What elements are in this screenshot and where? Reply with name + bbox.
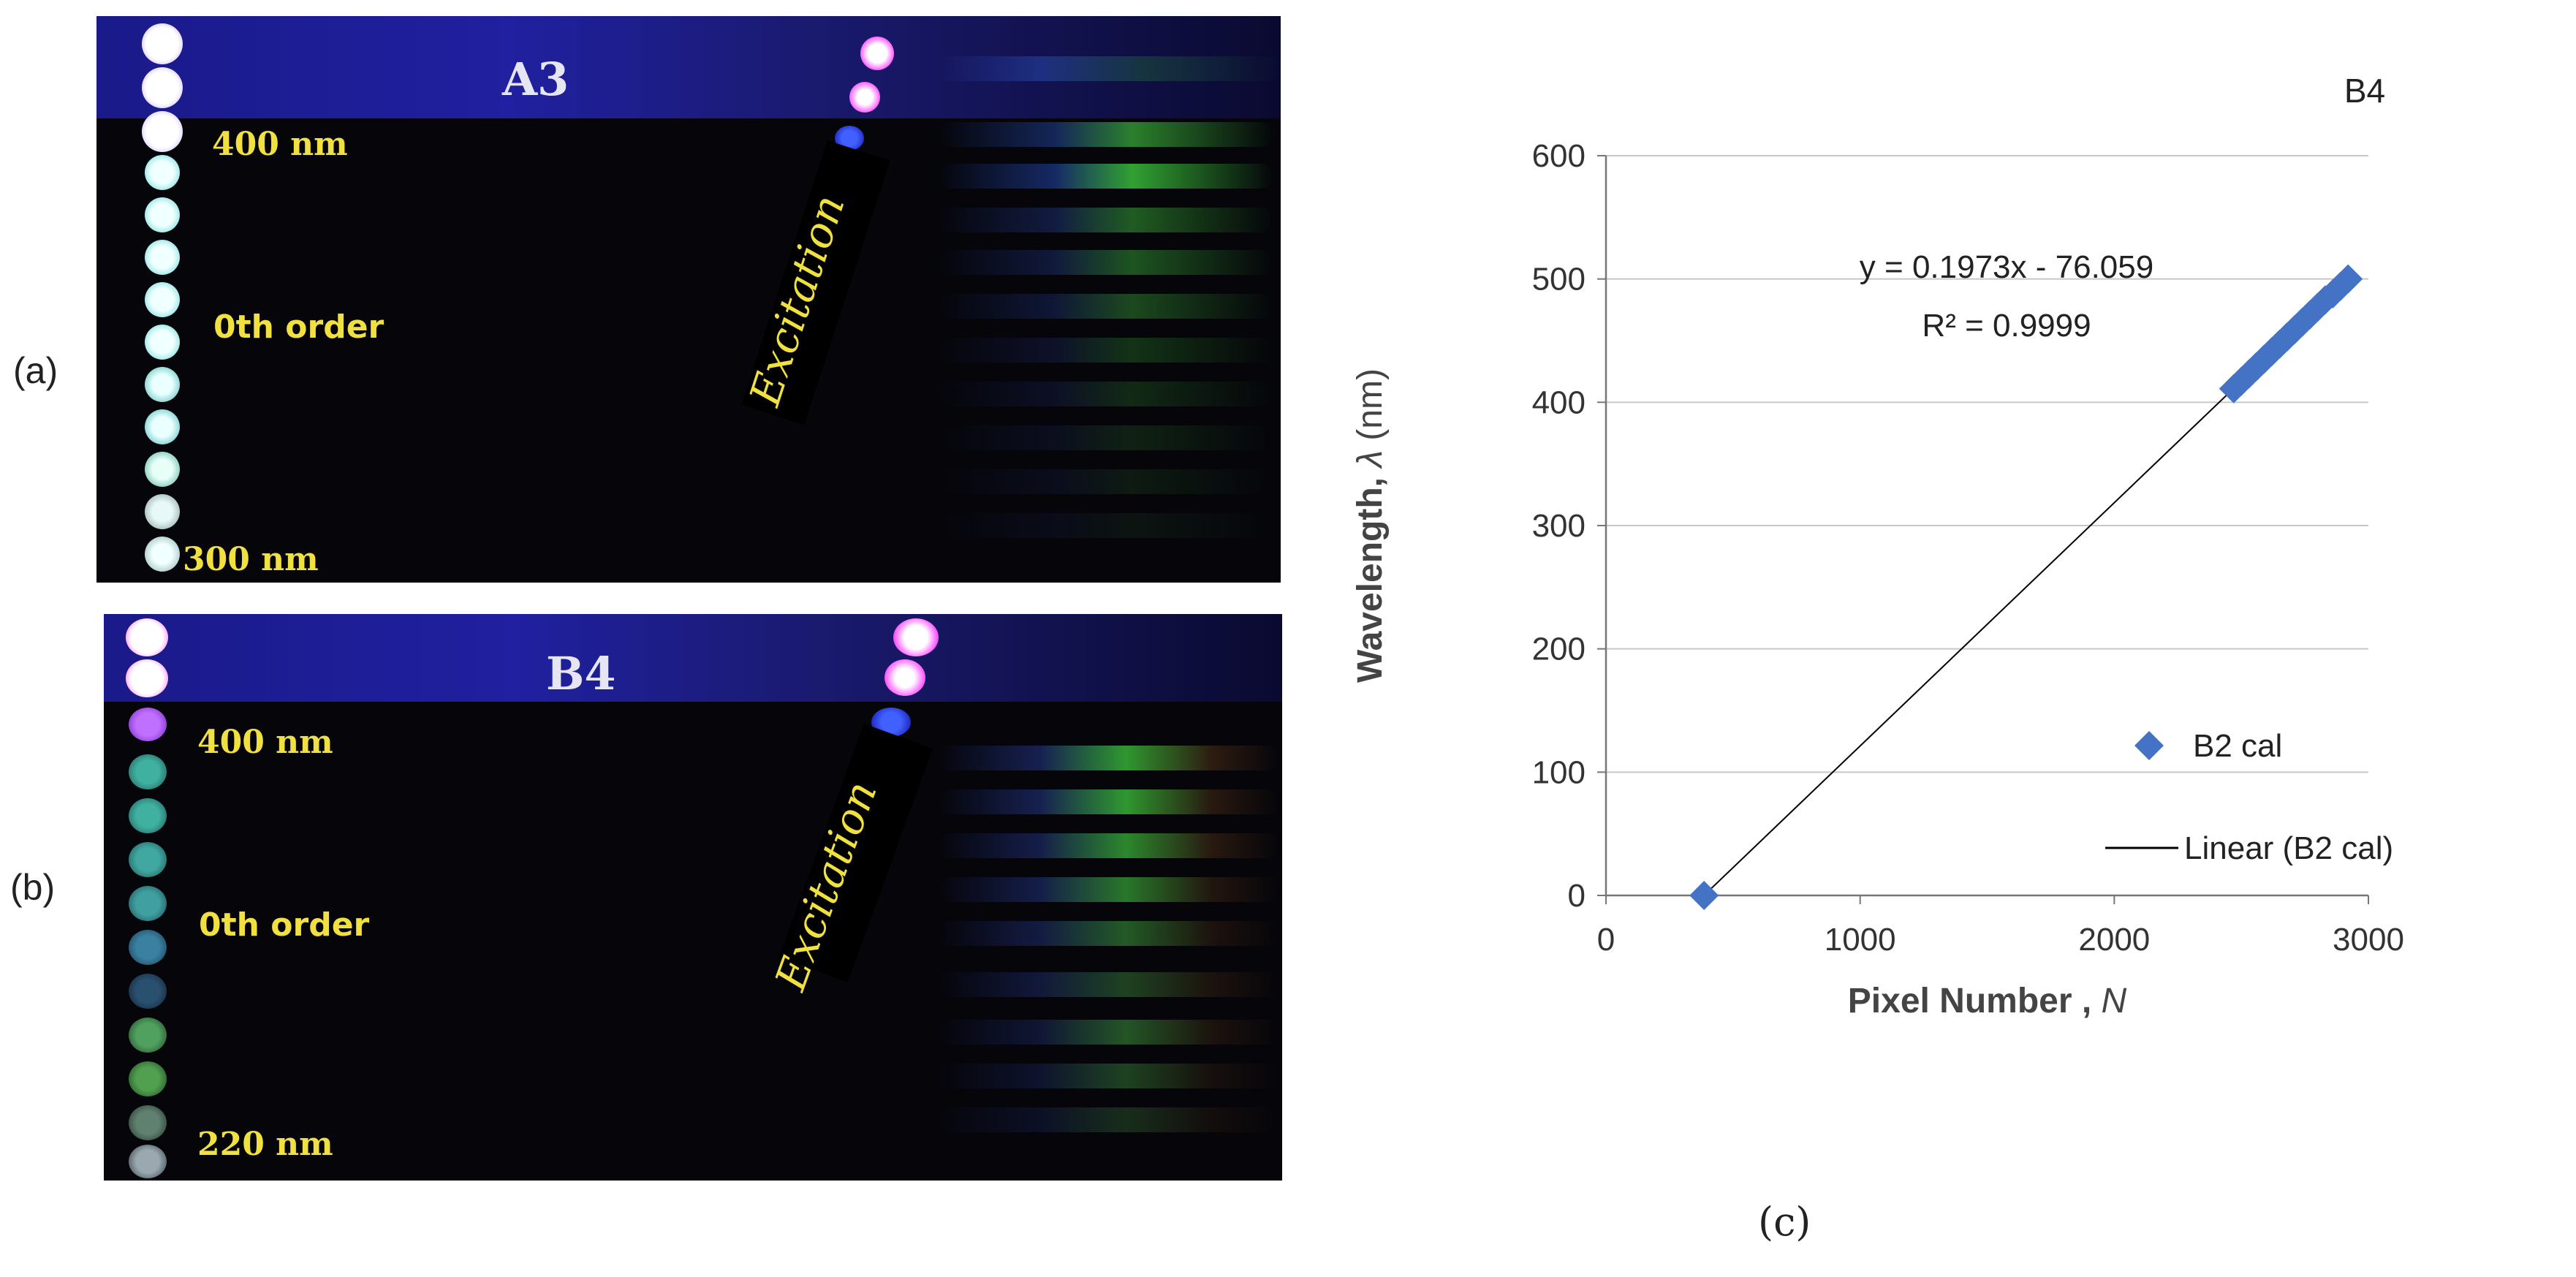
panel-a-label: (a)	[13, 350, 58, 391]
spectrum-stripe	[937, 513, 1273, 538]
zero-order-dot	[129, 974, 167, 1009]
trendline-r-squared: R² = 0.9999	[1922, 308, 2091, 344]
excitation-spot	[860, 37, 894, 70]
excitation-spot	[893, 618, 939, 656]
spectrum-stripe	[937, 921, 1281, 946]
spectrum-stripe	[937, 294, 1273, 319]
zero-order-dot	[129, 1061, 167, 1096]
panel-b-top-wavelength: 400 nm	[197, 724, 333, 761]
zero-order-dot	[129, 842, 167, 877]
panel-b-zero-order-label: 0th order	[199, 906, 370, 944]
panel-b-label: (b)	[10, 867, 56, 908]
panel-a-photo: A3 400 nm 0th order 300 nm Excitation	[96, 16, 1281, 583]
data-point	[2333, 264, 2363, 294]
x-tick-label: 2000	[2078, 922, 2150, 958]
panel-a-top-wavelength: 400 nm	[212, 126, 348, 163]
calibration-chart: 0 100 200 300 400 500 600 0 1000 2000 3000 B4 y = …	[1351, 72, 2404, 1020]
zero-order-dot	[142, 23, 183, 64]
zero-order-dot	[126, 618, 168, 656]
x-tick-label: 0	[1597, 922, 1615, 958]
spectrum-stripe	[937, 382, 1273, 406]
chart-legend: B2 cal Linear (B2 cal)	[2105, 728, 2393, 866]
spectrum-stripe	[937, 877, 1281, 902]
panel-b-bottom-wavelength: 220 nm	[197, 1126, 333, 1163]
zero-order-dot	[142, 67, 183, 108]
data-point	[2303, 292, 2333, 322]
y-tick-label: 600	[1532, 138, 1586, 174]
y-axis-label: Wavelength, λ (nm)	[1351, 368, 1390, 683]
spectrum-stripe	[937, 164, 1273, 189]
zero-order-dot	[129, 708, 167, 741]
excitation-spot	[884, 659, 925, 696]
zero-order-dot	[129, 798, 167, 833]
panel-a-title: A3	[502, 53, 569, 106]
x-axis-label: Pixel Number , N	[1848, 982, 2127, 1020]
chart-points	[1689, 264, 2363, 910]
y-tick-label: 200	[1532, 632, 1586, 667]
zero-order-dot	[129, 930, 167, 965]
zero-order-dot	[145, 409, 180, 444]
zero-order-dot	[145, 197, 180, 232]
spectrum-stripe	[937, 122, 1273, 147]
x-tick-label: 3000	[2333, 922, 2404, 958]
panel-b-title: B4	[546, 647, 616, 700]
chart-tick-labels: 0 100 200 300 400 500 600 0 1000 2000 3000	[1532, 138, 2404, 958]
y-tick-label: 500	[1532, 262, 1586, 298]
zero-order-dot	[129, 886, 167, 921]
data-point	[2280, 314, 2310, 344]
zero-order-dot	[129, 1018, 167, 1053]
zero-order-dot	[129, 1105, 167, 1140]
trendline-equation: y = 0.1973x - 76.059	[1860, 249, 2153, 285]
chart-grid	[1606, 155, 2368, 773]
spectrum-stripe	[937, 56, 1281, 81]
zero-order-dot	[129, 754, 167, 789]
spectrum-stripe	[937, 1020, 1281, 1045]
y-tick-label: 400	[1532, 384, 1586, 420]
data-point	[2325, 271, 2355, 301]
spectrum-stripe	[937, 250, 1273, 275]
legend-marker	[2134, 731, 2164, 760]
spectrum-stripe	[937, 338, 1273, 363]
panel-b-photo: B4 400 nm 0th order 220 nm Excitation	[104, 614, 1282, 1181]
panel-a-bottom-wavelength: 300 nm	[183, 541, 319, 578]
zero-order-dot	[145, 537, 180, 572]
zero-order-dot	[129, 1145, 167, 1178]
zero-order-dot	[145, 325, 180, 360]
zero-order-dot	[145, 494, 180, 529]
zero-order-dot	[126, 659, 168, 697]
legend-label: B2 cal	[2193, 728, 2282, 764]
spectrum-stripe	[937, 425, 1273, 450]
spectrum-stripe	[937, 1107, 1281, 1132]
zero-order-dot	[145, 240, 180, 275]
panel-a-zero-order-label: 0th order	[213, 308, 384, 346]
x-tick-label: 1000	[1825, 922, 1896, 958]
y-tick-label: 0	[1568, 878, 1586, 914]
zero-order-dot	[145, 155, 180, 190]
spectrum-stripe	[937, 789, 1281, 814]
spectrum-stripe	[937, 208, 1273, 232]
data-point	[1689, 881, 1719, 910]
spectrum-stripe	[937, 972, 1281, 997]
excitation-spot	[849, 82, 880, 113]
spectrum-stripe	[937, 746, 1281, 770]
zero-order-dot	[142, 111, 183, 152]
legend-label: Linear (B2 cal)	[2184, 830, 2393, 866]
data-point	[2219, 374, 2249, 403]
chart-axes	[1597, 155, 2369, 904]
zero-order-dot	[145, 282, 180, 317]
y-tick-label: 100	[1532, 754, 1586, 790]
panel-b-blue-band	[104, 614, 1282, 702]
spectrum-stripe	[937, 833, 1281, 858]
spectrum-stripe	[937, 1064, 1281, 1088]
panel-c-label: (c)	[1758, 1199, 1811, 1245]
zero-order-dot	[145, 367, 180, 402]
zero-order-dot	[145, 452, 180, 487]
y-tick-label: 300	[1532, 508, 1586, 544]
spectrum-stripe	[937, 469, 1273, 494]
chart-title: B4	[2344, 72, 2385, 110]
